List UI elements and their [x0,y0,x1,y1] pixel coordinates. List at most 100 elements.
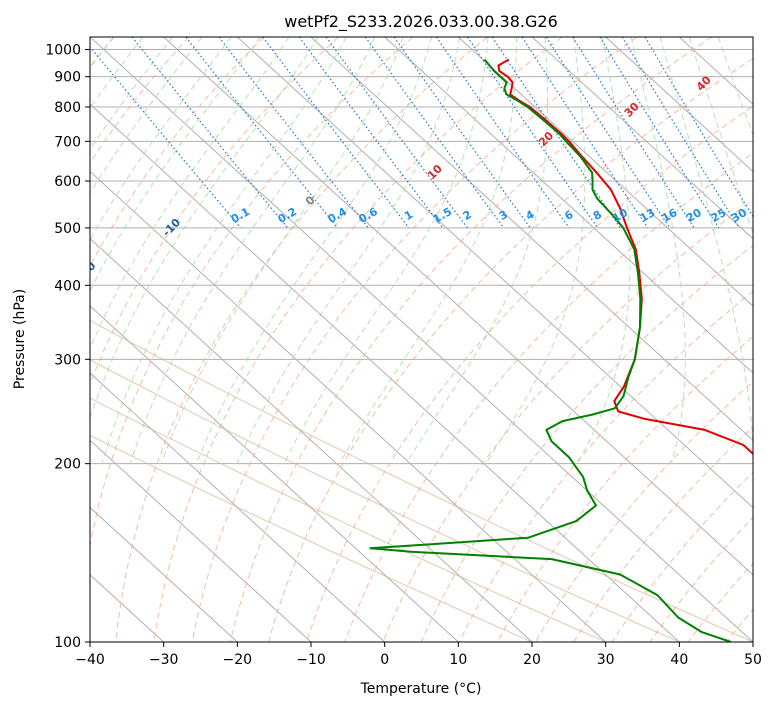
reference-curve [90,397,606,642]
dry-adiabat [649,516,753,642]
dry-adiabat [496,335,753,642]
mixing-ratio-line [364,37,505,229]
moist-adiabat [283,37,489,464]
isotherm-gridline [236,37,753,509]
dry-adiabat [90,37,414,548]
dry-adiabat [268,57,753,642]
dry-adiabat [458,290,753,642]
moist-adiabat [485,37,586,464]
dry-adiabat [726,608,753,642]
y-tick-label: 300 [54,352,81,368]
x-tick-label: 40 [670,652,688,668]
y-tick-label: 700 [54,134,81,150]
mixing-ratio-line [262,37,410,229]
mixing-ratio-line [572,37,695,229]
mixing-ratio-label: 10 [610,206,630,225]
x-tick-label: −30 [149,652,179,668]
moist-adiabat [160,37,404,464]
moist-adiabat [90,37,203,195]
dry-adiabat [153,37,563,642]
moist-adiabat-label: 10 [425,162,445,182]
mixing-ratio-line [218,37,369,229]
x-tick-label: −20 [223,652,253,668]
x-tick-label: −40 [75,652,105,668]
dry-adiabat [687,562,753,642]
y-tick-label: 1000 [45,43,81,59]
moist-adiabat [90,37,232,241]
reference-curve [90,359,680,642]
mixing-ratio-label: 30 [729,206,749,225]
moist-adiabat-label: 30 [622,100,642,120]
moist-adiabat [659,37,753,458]
moist-adiabat [688,37,753,235]
isotherm-gridline [310,37,753,442]
moist-adiabat-label: 20 [536,129,556,149]
isotherm-gridline [90,237,533,642]
isotherm-gridline [90,439,312,642]
mixing-ratio-label: 1.5 [431,205,454,226]
mixing-ratio-line [466,37,599,229]
y-axis-label: Pressure (hPa) [12,289,28,389]
reference-curve [90,434,533,642]
temperature-profile-line [497,58,753,456]
dry-adiabat [115,37,488,642]
moist-adiabat [101,37,347,464]
moist-adiabat [90,37,261,292]
mixing-ratio-line [185,37,339,229]
x-tick-label: 10 [449,652,467,668]
mixing-ratio-line [90,46,242,229]
moist-adiabat [90,37,173,151]
moist-adiabat [236,37,461,464]
y-axis-ticks: 1000 900 800 700 600 500 400 300 200 100 [45,43,90,651]
mixing-ratio-line [435,37,570,229]
moist-adiabat [90,37,290,351]
isotherm-gridline [90,506,238,642]
isotherm-gridline [752,37,753,38]
mixing-ratio-line [298,37,444,229]
mixing-ratio-label: 0.1 [229,205,252,226]
dry-adiabat [191,37,638,642]
isotherm-gridline [605,37,753,173]
moist-adiabat [339,37,517,464]
x-tick-label: −10 [296,652,326,668]
mixing-ratio-label: 20 [684,206,704,225]
reference-curve [90,319,753,642]
mixing-ratio-label: 36 [750,206,770,225]
x-tick-label: 50 [744,652,762,668]
moist-adiabat [577,37,631,464]
mixing-ratio-line [545,37,671,229]
isotherm-gridline [90,170,607,642]
chart-title: wetPf2_S233.2026.033.00.38.G26 [284,12,558,32]
y-tick-label: 500 [54,221,81,237]
x-tick-label: 30 [597,652,615,668]
isotherm-gridline [90,37,753,642]
mixing-ratio-label: 1 [402,208,415,223]
y-tick-label: 600 [54,174,81,190]
dry-adiabat [611,471,753,642]
moist-adiabat [90,37,319,420]
dry-adiabat [90,37,264,267]
isotherm-gridline [90,103,680,642]
moist-adiabat [196,37,432,464]
y-tick-label: 200 [54,457,81,473]
mixing-ratio-label: 8 [591,208,604,223]
y-tick-label: 400 [54,278,81,294]
mixing-ratio-label: 3 [497,208,510,223]
dry-adiabat [344,152,753,642]
isotherm-gridline [531,37,753,240]
dry-adiabat [229,37,712,642]
profile-series [369,58,753,642]
y-tick-label: 800 [54,100,81,116]
mixing-ratio-label: 13 [638,206,658,225]
moist-adiabat [129,37,376,464]
mixing-ratio-line [131,37,289,229]
isotherm-gridline [163,37,753,576]
dry-adiabat [90,37,339,386]
dry-adiabat-label: -20 [75,259,98,282]
dry-adiabat-label: -10 [160,216,183,239]
x-axis-label: Temperature (°C) [360,681,482,697]
x-axis-ticks: −40 −30 −20 −10 0 10 20 30 40 50 [75,642,762,668]
isotherm-gridline [90,372,386,642]
dewpoint-profile-line [369,58,732,642]
